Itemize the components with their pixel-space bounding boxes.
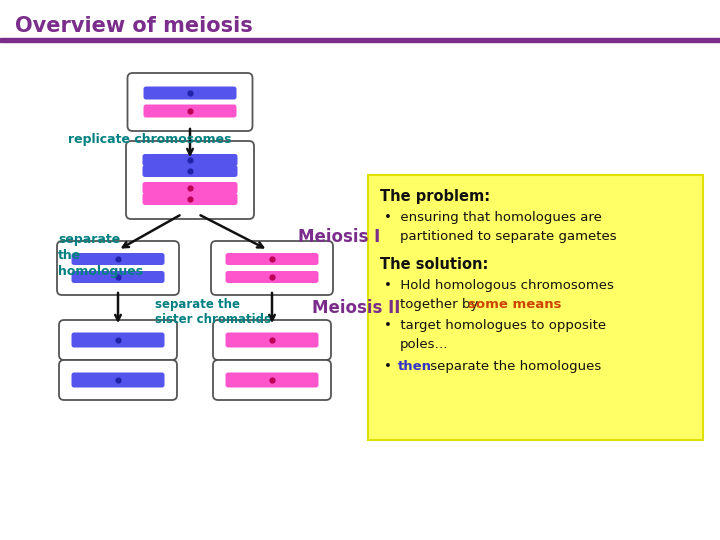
Text: The solution:: The solution: <box>380 257 488 272</box>
Bar <box>0 38 720 42</box>
FancyBboxPatch shape <box>126 141 254 219</box>
FancyBboxPatch shape <box>59 320 177 360</box>
Text: The problem:: The problem: <box>380 189 490 204</box>
Text: separate the
sister chromatids: separate the sister chromatids <box>155 298 271 326</box>
Text: •  target homologues to opposite: • target homologues to opposite <box>384 319 606 332</box>
FancyBboxPatch shape <box>225 373 318 388</box>
FancyBboxPatch shape <box>143 165 238 177</box>
FancyBboxPatch shape <box>71 271 164 283</box>
Text: •  Hold homologous chromosomes: • Hold homologous chromosomes <box>384 279 614 292</box>
FancyBboxPatch shape <box>143 86 236 99</box>
FancyBboxPatch shape <box>143 154 238 166</box>
FancyBboxPatch shape <box>225 271 318 283</box>
Text: together by: together by <box>400 298 482 311</box>
Text: Overview of meiosis: Overview of meiosis <box>15 16 253 36</box>
FancyBboxPatch shape <box>57 241 179 295</box>
FancyBboxPatch shape <box>213 360 331 400</box>
Text: replicate chromosomes: replicate chromosomes <box>68 133 232 146</box>
FancyBboxPatch shape <box>71 333 164 348</box>
Text: some means: some means <box>468 298 562 311</box>
FancyBboxPatch shape <box>225 333 318 348</box>
FancyBboxPatch shape <box>368 175 703 440</box>
FancyBboxPatch shape <box>143 193 238 205</box>
Text: •  ensuring that homologues are: • ensuring that homologues are <box>384 211 602 224</box>
Text: partitioned to separate gametes: partitioned to separate gametes <box>400 230 616 243</box>
FancyBboxPatch shape <box>213 320 331 360</box>
FancyBboxPatch shape <box>71 253 164 265</box>
FancyBboxPatch shape <box>211 241 333 295</box>
FancyBboxPatch shape <box>71 373 164 388</box>
Text: separate
the
homologues: separate the homologues <box>58 233 143 278</box>
Text: •: • <box>384 360 400 373</box>
Text: Meiosis I: Meiosis I <box>298 228 380 246</box>
FancyBboxPatch shape <box>59 360 177 400</box>
Text: Meiosis II: Meiosis II <box>312 299 400 317</box>
FancyBboxPatch shape <box>225 253 318 265</box>
FancyBboxPatch shape <box>127 73 253 131</box>
FancyBboxPatch shape <box>143 182 238 194</box>
Text: separate the homologues: separate the homologues <box>426 360 601 373</box>
Text: then: then <box>398 360 432 373</box>
FancyBboxPatch shape <box>143 105 236 118</box>
Text: poles…: poles… <box>400 338 449 351</box>
